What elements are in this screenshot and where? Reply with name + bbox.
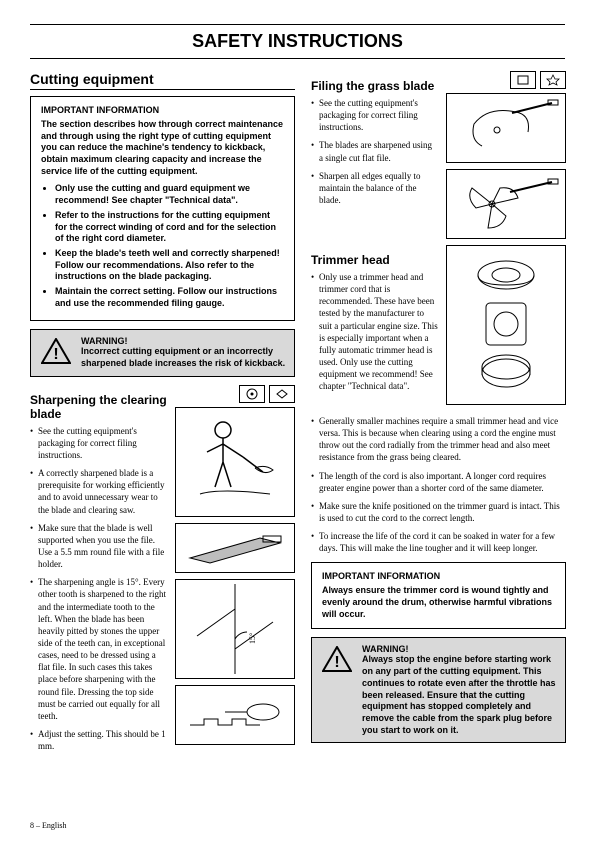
page-title: SAFETY INSTRUCTIONS [30, 24, 565, 59]
grass-blade-icon [269, 385, 295, 403]
filing-section: Filing the grass blade See the cutting e… [311, 71, 566, 245]
content-columns: Cutting equipment IMPORTANT INFORMATION … [30, 71, 565, 758]
sharpening-figures: 15° [175, 385, 295, 759]
warning2-text: WARNING! Always stop the engine before s… [362, 644, 557, 736]
warning2-body: Always stop the engine before starting w… [362, 654, 557, 736]
list-item: A correctly sharpened blade is a prerequ… [30, 467, 167, 516]
warning-triangle-icon: ! [320, 644, 354, 674]
sharpening-heading: Sharpening the clearing blade [30, 393, 167, 421]
list-item: Sharpen all edges equally to maintain th… [311, 170, 438, 206]
list-item: Only use a trimmer head and trimmer cord… [311, 271, 438, 392]
trimmer-figures [446, 245, 566, 411]
info-bullets: Only use the cutting and guard equipment… [55, 183, 284, 309]
warning-box-kickback: ! WARNING! Incorrect cutting equipment o… [30, 329, 295, 376]
page-number: 8 [30, 821, 34, 830]
svg-text:!: ! [334, 654, 339, 671]
figure-file-grass-icon [446, 93, 566, 163]
list-item: Make sure the knife positioned on the tr… [311, 500, 566, 524]
sharpening-bullets: See the cutting equipment's packaging fo… [30, 425, 167, 753]
list-item: To increase the life of the cord it can … [311, 530, 566, 554]
info2-title: IMPORTANT INFORMATION [322, 571, 555, 581]
list-item: See the cutting equipment's packaging fo… [311, 97, 438, 133]
info-bullet: Refer to the instructions for the cuttin… [55, 210, 284, 245]
info-bullet: Only use the cutting and guard equipment… [55, 183, 284, 206]
warning-text: WARNING! Incorrect cutting equipment or … [81, 336, 286, 369]
star-blade-icon [540, 71, 566, 89]
list-item: The sharpening angle is 15°. Every other… [30, 576, 167, 722]
square-blade-icon [510, 71, 536, 89]
warning-box-engine: ! WARNING! Always stop the engine before… [311, 637, 566, 743]
page-lang: – English [36, 821, 66, 830]
figure-dressing-icon [175, 685, 295, 745]
trimmer-bullets-wide: Generally smaller machines require a sma… [311, 415, 566, 554]
info-title: IMPORTANT INFORMATION [41, 105, 284, 115]
warning-body: Incorrect cutting equipment or an incorr… [81, 346, 286, 369]
info-bullet: Keep the blade's teeth well and correctl… [55, 248, 284, 283]
figure-file-flat-icon [175, 523, 295, 573]
sharpening-section: Sharpening the clearing blade See the cu… [30, 385, 295, 759]
svg-text:15°: 15° [248, 632, 257, 643]
blade-icon [239, 385, 265, 403]
list-item: Make sure that the blade is well support… [30, 522, 167, 571]
figure-operator-icon [175, 407, 295, 517]
filing-heading: Filing the grass blade [311, 79, 438, 93]
important-info-cord-box: IMPORTANT INFORMATION Always ensure the … [311, 562, 566, 629]
figure-three-blade-icon [446, 169, 566, 239]
warning-title: WARNING! [81, 336, 286, 346]
filing-figures [446, 71, 566, 245]
trimmer-heading: Trimmer head [311, 253, 438, 267]
info-bullet: Maintain the correct setting. Follow our… [55, 286, 284, 309]
important-info-box: IMPORTANT INFORMATION The section descri… [30, 96, 295, 321]
figure-angle-15-icon: 15° [175, 579, 295, 679]
trimmer-section: Trimmer head Only use a trimmer head and… [311, 245, 566, 411]
cutting-equipment-heading: Cutting equipment [30, 71, 295, 90]
info-intro: The section describes how through correc… [41, 119, 284, 177]
list-item: The blades are sharpened using a single … [311, 139, 438, 163]
trimmer-bullets-narrow: Only use a trimmer head and trimmer cord… [311, 271, 438, 392]
filing-bullets: See the cutting equipment's packaging fo… [311, 97, 438, 206]
warning2-title: WARNING! [362, 644, 557, 654]
list-item: Generally smaller machines require a sma… [311, 415, 566, 464]
list-item: The length of the cord is also important… [311, 470, 566, 494]
right-column: Filing the grass blade See the cutting e… [311, 71, 566, 758]
list-item: Adjust the setting. This should be 1 mm. [30, 728, 167, 752]
svg-text:!: ! [53, 346, 58, 363]
figure-trimmer-parts-icon [446, 245, 566, 405]
info2-text: Always ensure the trimmer cord is wound … [322, 585, 555, 620]
warning-triangle-icon: ! [39, 336, 73, 366]
page-footer: 8 – English [30, 821, 66, 830]
list-item: See the cutting equipment's packaging fo… [30, 425, 167, 461]
left-column: Cutting equipment IMPORTANT INFORMATION … [30, 71, 295, 758]
